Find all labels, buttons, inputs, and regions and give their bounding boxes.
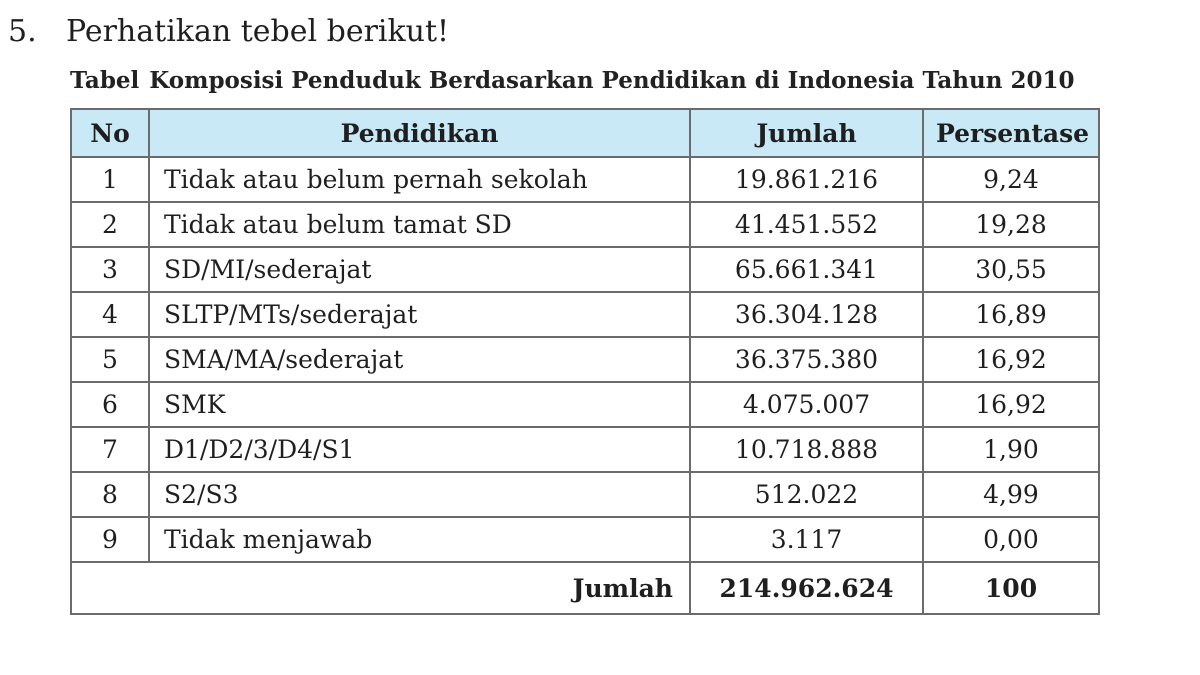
cell-jumlah: 3.117	[689, 516, 924, 563]
cell-no: 3	[70, 246, 150, 293]
cell-persentase: 30,55	[922, 246, 1100, 293]
table-row: 9 Tidak menjawab 3.117 0,00	[70, 516, 1100, 563]
table-row: 7 D1/D2/3/D4/S1 10.718.888 1,90	[70, 426, 1100, 473]
cell-no: 9	[70, 516, 150, 563]
table-header-row: No Pendidikan Jumlah Persentase	[70, 108, 1100, 158]
cell-persentase: 0,00	[922, 516, 1100, 563]
cell-persentase: 16,92	[922, 336, 1100, 383]
cell-no: 8	[70, 471, 150, 518]
cell-jumlah: 512.022	[689, 471, 924, 518]
cell-persentase: 19,28	[922, 201, 1100, 248]
cell-jumlah: 19.861.216	[689, 156, 924, 203]
header-persentase: Persentase	[922, 108, 1100, 158]
cell-pendidikan: Tidak atau belum pernah sekolah	[148, 156, 691, 203]
cell-jumlah: 36.375.380	[689, 336, 924, 383]
cell-persentase: 16,92	[922, 381, 1100, 428]
cell-pendidikan: S2/S3	[148, 471, 691, 518]
question: 5. Perhatikan tebel berikut!	[8, 12, 449, 52]
cell-no: 6	[70, 381, 150, 428]
education-table: No Pendidikan Jumlah Persentase 1 Tidak …	[70, 108, 1100, 615]
cell-no: 7	[70, 426, 150, 473]
table-row: 6 SMK 4.075.007 16,92	[70, 381, 1100, 428]
cell-persentase: 1,90	[922, 426, 1100, 473]
table-caption-title: Komposisi Penduduk Berdasarkan Pendidika…	[149, 67, 1075, 94]
cell-pendidikan: SMK	[148, 381, 691, 428]
cell-pendidikan: SD/MI/sederajat	[148, 246, 691, 293]
header-no: No	[70, 108, 150, 158]
total-label: Jumlah	[70, 561, 691, 615]
table-row: 2 Tidak atau belum tamat SD 41.451.552 1…	[70, 201, 1100, 248]
cell-jumlah: 10.718.888	[689, 426, 924, 473]
header-jumlah: Jumlah	[689, 108, 924, 158]
cell-no: 2	[70, 201, 150, 248]
table-caption: Tabel Komposisi Penduduk Berdasarkan Pend…	[70, 64, 1074, 98]
table-row: 3 SD/MI/sederajat 65.661.341 30,55	[70, 246, 1100, 293]
cell-jumlah: 36.304.128	[689, 291, 924, 338]
cell-pendidikan: Tidak menjawab	[148, 516, 691, 563]
table-row: 5 SMA/MA/sederajat 36.375.380 16,92	[70, 336, 1100, 383]
cell-persentase: 16,89	[922, 291, 1100, 338]
cell-persentase: 4,99	[922, 471, 1100, 518]
question-text: Perhatikan tebel berikut!	[66, 14, 450, 49]
table-row: 4 SLTP/MTs/sederajat 36.304.128 16,89	[70, 291, 1100, 338]
cell-jumlah: 41.451.552	[689, 201, 924, 248]
cell-pendidikan: Tidak atau belum tamat SD	[148, 201, 691, 248]
cell-no: 1	[70, 156, 150, 203]
cell-jumlah: 4.075.007	[689, 381, 924, 428]
table-row: 8 S2/S3 512.022 4,99	[70, 471, 1100, 518]
question-number: 5.	[8, 14, 37, 49]
table-row: 1 Tidak atau belum pernah sekolah 19.861…	[70, 156, 1100, 203]
header-pendidikan: Pendidikan	[148, 108, 691, 158]
table-total-row: Jumlah 214.962.624 100	[70, 561, 1100, 615]
cell-no: 4	[70, 291, 150, 338]
total-jumlah: 214.962.624	[689, 561, 924, 615]
cell-jumlah: 65.661.341	[689, 246, 924, 293]
cell-pendidikan: SLTP/MTs/sederajat	[148, 291, 691, 338]
cell-persentase: 9,24	[922, 156, 1100, 203]
table-caption-label: Tabel	[70, 67, 140, 94]
cell-pendidikan: SMA/MA/sederajat	[148, 336, 691, 383]
cell-no: 5	[70, 336, 150, 383]
total-persentase: 100	[922, 561, 1100, 615]
cell-pendidikan: D1/D2/3/D4/S1	[148, 426, 691, 473]
